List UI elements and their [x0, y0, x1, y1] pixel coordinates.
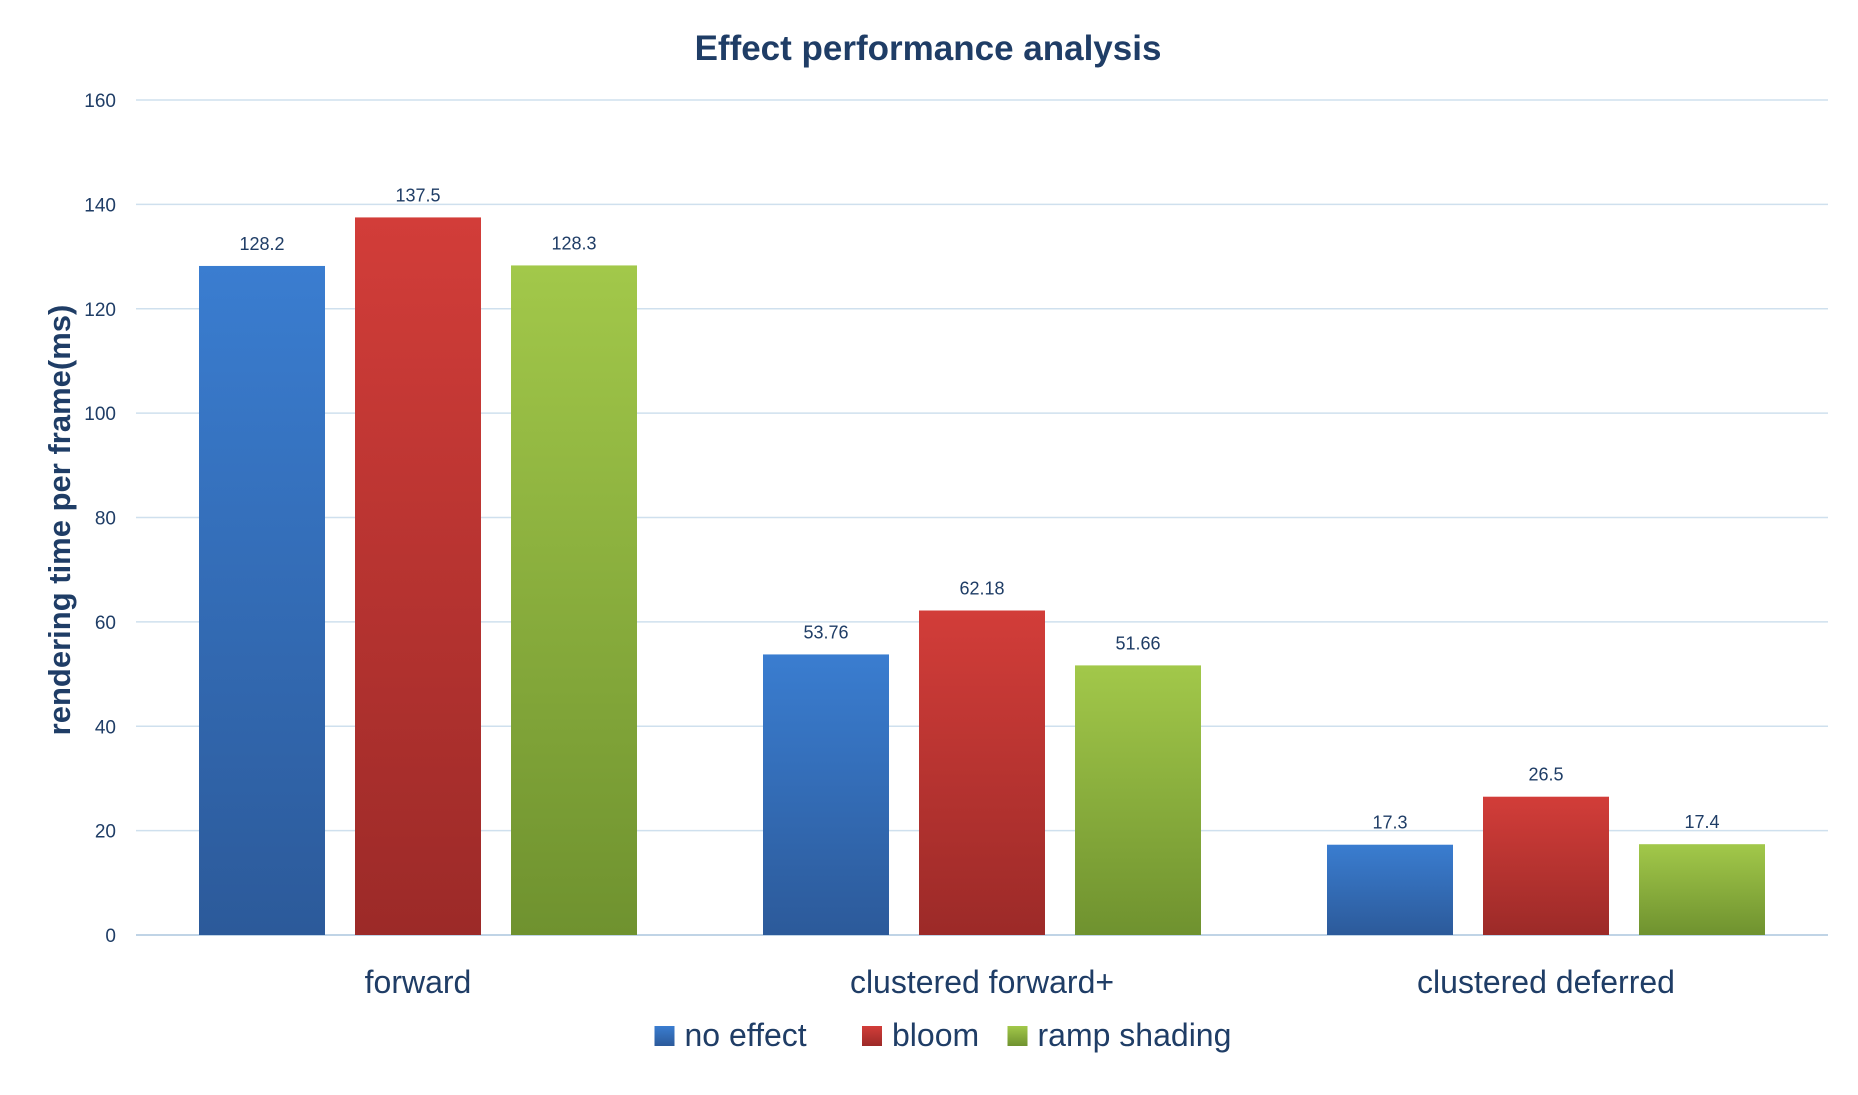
y-tick-label: 140 — [84, 195, 116, 216]
bar — [511, 265, 637, 935]
data-label: 17.4 — [1684, 812, 1719, 832]
y-tick-label: 0 — [105, 926, 116, 947]
chart-title: Effect performance analysis — [695, 29, 1162, 68]
x-category-label: clustered deferred — [1417, 964, 1675, 1000]
bar — [919, 610, 1045, 935]
legend-label: bloom — [892, 1017, 979, 1053]
data-label: 128.2 — [239, 234, 284, 254]
legend-swatch — [862, 1026, 882, 1046]
bar — [199, 265, 325, 935]
data-labels: 128.2 137.5 128.3 53.76 62.18 51.66 17.3 26.5 17… — [239, 185, 1719, 832]
y-tick-label: 20 — [95, 822, 116, 843]
y-tick-label: 120 — [84, 300, 116, 321]
x-axis-categories: forward clustered forward+ clustered defer… — [365, 964, 1675, 1000]
x-category-label: clustered forward+ — [850, 964, 1114, 1000]
data-label: 53.76 — [803, 622, 848, 642]
y-tick-label: 40 — [95, 717, 116, 738]
y-tick-label: 60 — [95, 613, 116, 634]
bar — [763, 654, 889, 935]
data-label: 17.3 — [1372, 813, 1407, 833]
y-tick-label: 100 — [84, 404, 116, 425]
bar — [355, 217, 481, 935]
legend-swatch — [1007, 1026, 1028, 1046]
data-label: 62.18 — [959, 578, 1004, 598]
data-label: 137.5 — [395, 185, 440, 205]
data-label: 26.5 — [1528, 765, 1563, 785]
y-axis-ticks: 0 20 40 60 80 100 120 140 160 — [84, 91, 116, 947]
data-label: 128.3 — [551, 233, 596, 253]
bar — [1483, 796, 1609, 935]
legend-label: no effect — [685, 1017, 807, 1053]
legend-label: ramp shading — [1038, 1017, 1232, 1053]
x-category-label: forward — [365, 964, 472, 1000]
bars — [199, 217, 1765, 935]
bar — [1075, 665, 1201, 935]
y-tick-label: 160 — [84, 91, 116, 112]
y-tick-label: 80 — [95, 509, 116, 530]
bar — [1327, 844, 1453, 935]
bar — [1639, 844, 1765, 935]
legend-swatch — [654, 1026, 675, 1046]
data-label: 51.66 — [1115, 633, 1160, 653]
y-axis-label: rendering time per frame(ms) — [42, 305, 77, 736]
legend: no effect bloom ramp shading — [654, 1017, 1232, 1053]
